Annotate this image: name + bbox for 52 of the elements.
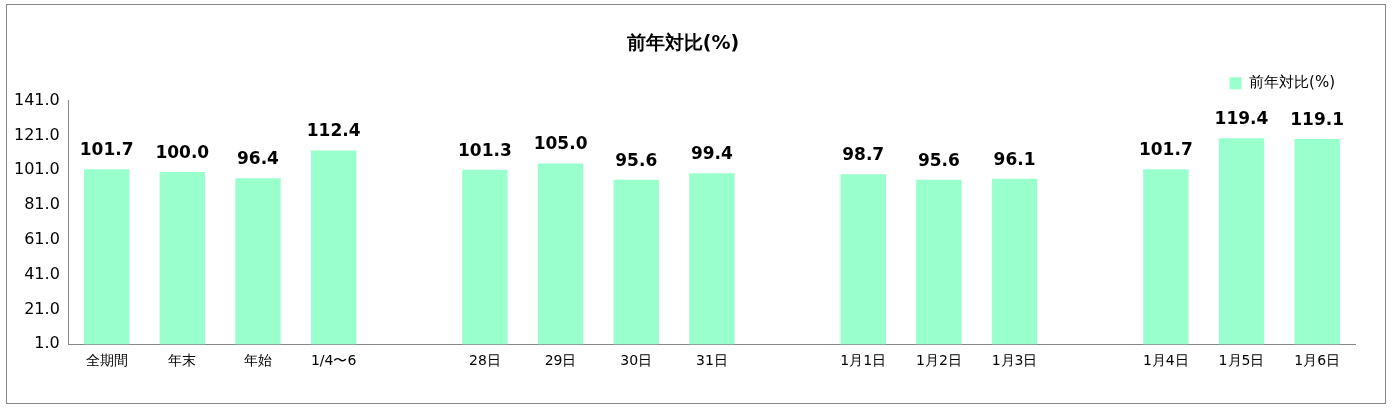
x-tick-label: 年末 [168, 352, 197, 369]
x-tick-label: 年始 [243, 352, 272, 369]
y-tick-label: 101.0 [13, 159, 60, 179]
bar [1218, 138, 1265, 345]
data-label: 112.4 [306, 120, 361, 141]
data-label: 95.6 [615, 149, 658, 170]
bar [991, 178, 1038, 345]
bar [537, 163, 584, 345]
x-tick-label: 全期間 [85, 352, 128, 369]
x-tick-label: 30日 [620, 352, 653, 369]
x-tick-label: 1/4〜6 [310, 352, 357, 369]
data-label: 100.0 [155, 142, 210, 162]
y-tick-label: 141.0 [13, 89, 60, 109]
y-tick-label: 21.0 [24, 298, 60, 318]
bar [1143, 169, 1189, 345]
x-tick-label: 28日 [469, 352, 501, 369]
data-label: 105.0 [533, 133, 588, 154]
x-tick-label: 1月1日 [840, 352, 887, 369]
x-tick-label: 1月4日 [1142, 352, 1189, 369]
x-tick-label: 1月5日 [1218, 352, 1265, 369]
bar [462, 169, 508, 345]
data-label: 95.6 [917, 149, 960, 170]
bar [1294, 138, 1340, 345]
y-tick-label: 81.0 [24, 194, 60, 214]
y-tick-label: 41.0 [24, 263, 60, 283]
chart-title: 前年対比(%) [625, 31, 740, 54]
data-label: 96.1 [993, 148, 1036, 169]
data-label: 101.7 [79, 139, 134, 160]
bar [689, 173, 735, 345]
x-tick-label: 1月6日 [1294, 352, 1341, 369]
y-tick-label: 1.0 [34, 333, 60, 353]
x-tick-label: 29日 [544, 352, 577, 369]
data-label: 119.4 [1214, 108, 1269, 129]
x-tick-label: 31日 [695, 352, 728, 369]
bar [83, 169, 130, 345]
data-label: 119.1 [1290, 108, 1345, 129]
bar [840, 174, 886, 345]
legend-label: 前年対比(%) [1249, 73, 1336, 92]
bar [310, 150, 357, 345]
y-tick-label: 121.0 [13, 124, 60, 144]
x-tick-label: 1月2日 [915, 352, 962, 369]
y-tick-label: 61.0 [24, 229, 60, 249]
data-label: 99.4 [690, 143, 734, 164]
data-label: 98.7 [842, 144, 885, 165]
data-label: 101.7 [1138, 139, 1193, 160]
bar [159, 172, 205, 345]
bar [613, 179, 659, 345]
data-label: 101.3 [458, 139, 512, 160]
bar [235, 178, 281, 345]
bar [916, 179, 962, 345]
x-tick-label: 1月3日 [991, 352, 1038, 369]
data-label: 96.4 [236, 148, 280, 169]
